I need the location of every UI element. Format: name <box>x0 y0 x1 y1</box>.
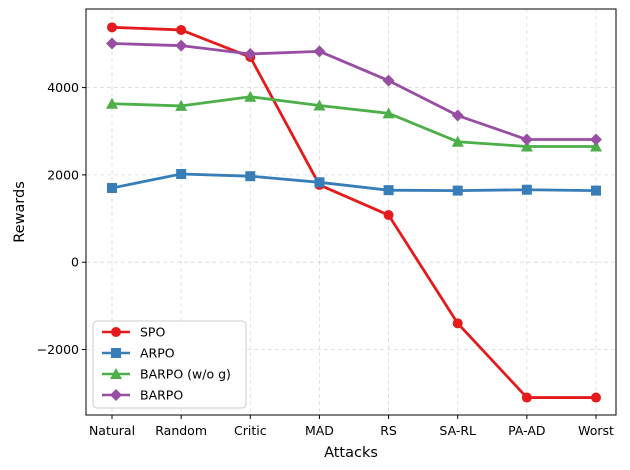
data-point-arpo-pa-ad <box>521 184 532 195</box>
series-layer <box>106 22 602 403</box>
y-tick-label-2: 2000 <box>47 167 79 182</box>
x-tick-label-worst: Worst <box>578 423 614 438</box>
data-point-arpo-mad <box>314 177 325 188</box>
legend-marker-arpo <box>111 348 121 358</box>
data-point-spo-rs <box>383 210 394 221</box>
legend-label-spo: SPO <box>140 325 165 340</box>
legend-marker-spo <box>111 327 121 337</box>
x-tick-label-critic: Critic <box>234 423 267 438</box>
x-tick-label-pa-ad: PA-AD <box>508 423 545 438</box>
legend-marker-barpo <box>110 389 122 401</box>
legend: SPO ARPO BARPO (w/o g) BARPO <box>92 320 247 409</box>
data-point-barpo-natural <box>106 37 118 50</box>
legend-entry-spo: SPO <box>102 325 165 340</box>
legend-label-barpo: BARPO <box>140 388 183 403</box>
y-tick-label-1: 0 <box>71 255 79 270</box>
y-tick-label-0: −2000 <box>37 342 79 357</box>
data-point-arpo-random <box>176 169 187 180</box>
series-line-arpo <box>111 172 597 193</box>
data-point-arpo-rs <box>383 185 394 196</box>
series-barpo-w-o-g <box>106 90 602 152</box>
x-tick-label-mad: MAD <box>305 423 334 438</box>
data-point-barpo-pa-ad <box>520 133 533 146</box>
data-point-barpo-w-o-g-worst <box>590 140 602 152</box>
data-point-barpo-w-o-g-sa-rl <box>451 135 464 147</box>
data-point-barpo-rs <box>382 74 395 87</box>
x-tick-label-sa-rl: SA-RL <box>439 423 476 438</box>
legend-label-barpo-wo-g: BARPO (w/o g) <box>140 367 231 382</box>
data-point-arpo-worst <box>591 185 601 196</box>
series-line-barpo-w-o-g <box>111 95 596 148</box>
data-point-arpo-sa-rl <box>452 185 463 196</box>
data-point-barpo-w-o-g-random <box>175 99 188 111</box>
data-point-barpo-w-o-g-critic <box>244 90 257 102</box>
legend-entry-barpo-wo-g: BARPO (w/o g) <box>102 367 231 382</box>
data-point-barpo-w-o-g-pa-ad <box>520 140 533 152</box>
series-line-barpo <box>111 42 596 141</box>
data-point-spo-pa-ad <box>521 392 532 403</box>
data-point-barpo-mad <box>313 45 326 58</box>
data-point-spo-random <box>176 24 187 35</box>
legend-marker-barpo-wo-g <box>110 368 122 379</box>
data-point-barpo-sa-rl <box>451 109 464 122</box>
data-point-barpo-worst <box>590 133 602 146</box>
data-point-barpo-w-o-g-mad <box>313 99 326 111</box>
data-point-spo-worst <box>591 392 601 403</box>
tick-layer: Natural Random Critic MAD RS SA-RL PA-AD Worst −… <box>37 80 614 438</box>
data-point-arpo-natural <box>107 182 117 193</box>
legend-label-arpo: ARPO <box>140 346 175 361</box>
series-line-spo <box>111 25 596 399</box>
legend-entry-barpo: BARPO <box>102 388 183 403</box>
data-point-barpo-w-o-g-natural <box>106 97 118 109</box>
data-point-arpo-critic <box>245 171 256 182</box>
data-point-barpo-critic <box>244 47 257 60</box>
plot-frame <box>85 8 617 416</box>
series-arpo <box>107 169 601 196</box>
legend-entry-arpo: ARPO <box>102 346 175 361</box>
x-tick-label-rs: RS <box>380 423 397 438</box>
x-tick-label-natural: Natural <box>89 423 135 438</box>
legend-box <box>92 320 247 409</box>
data-point-barpo-w-o-g-rs <box>382 107 395 119</box>
data-point-spo-sa-rl <box>452 318 463 329</box>
series-barpo <box>106 37 602 146</box>
y-tick-label-3: 4000 <box>47 80 79 95</box>
data-point-spo-natural <box>107 22 117 33</box>
x-tick-label-random: Random <box>155 423 207 438</box>
y-axis-title: Rewards <box>12 181 28 243</box>
x-axis-title: Attacks <box>324 445 378 461</box>
data-point-barpo-random <box>175 39 188 52</box>
